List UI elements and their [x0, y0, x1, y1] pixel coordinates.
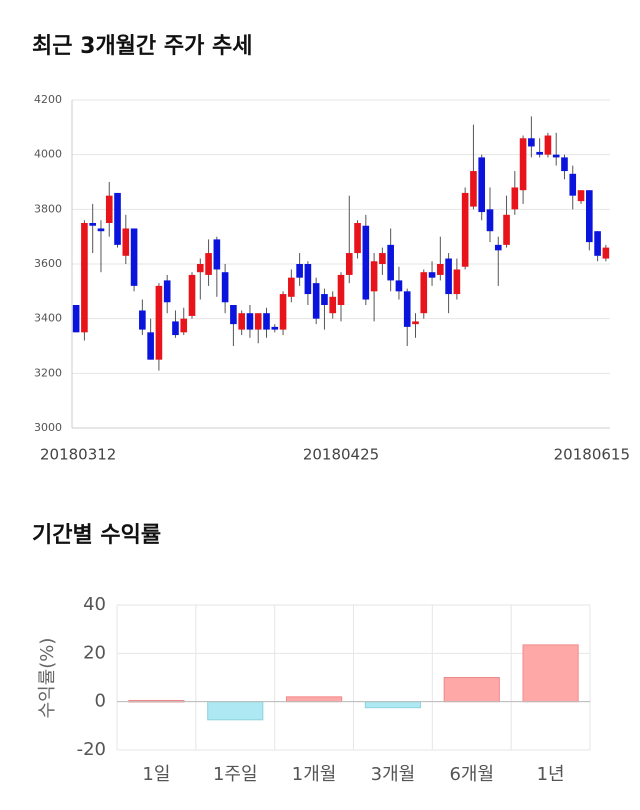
candle-body: [139, 310, 146, 330]
candle-body: [263, 313, 270, 330]
candle-body: [387, 244, 394, 281]
y-tick-label: 3000: [34, 421, 62, 434]
candle-body: [238, 313, 245, 330]
y-tick-label: 3200: [34, 366, 62, 379]
x-tick-label: 1년: [537, 764, 565, 785]
candle-body: [511, 187, 519, 210]
candle-body: [437, 264, 444, 275]
candle-body: [395, 280, 403, 292]
candle-body: [196, 264, 204, 273]
candle-body: [180, 318, 188, 333]
candle-body: [122, 228, 130, 256]
bar: [285, 696, 343, 703]
candle-body: [486, 209, 494, 232]
x-tick-label: 1일: [142, 764, 170, 785]
candle-body: [81, 223, 88, 333]
x-tick-label: 6개월: [449, 764, 494, 785]
y-tick-label: -20: [77, 739, 106, 760]
candle-body: [163, 280, 171, 303]
x-tick-label: 1주일: [213, 764, 258, 785]
candle-body: [105, 195, 113, 223]
candle-body: [114, 192, 121, 245]
candle-body: [453, 269, 461, 295]
candle-body: [503, 214, 510, 245]
candle-body: [296, 264, 303, 278]
candle-body: [585, 190, 593, 243]
candle-body: [544, 135, 552, 155]
candle-body: [271, 326, 279, 330]
candle-body: [354, 223, 361, 254]
candle-body: [205, 253, 212, 275]
candle-body: [461, 192, 469, 267]
bar: [364, 701, 422, 709]
candle-body: [379, 253, 386, 264]
candle-body: [337, 274, 345, 305]
candle-body: [403, 291, 411, 327]
chart-title: 최근 3개월간 주가 추세: [32, 34, 252, 59]
candle-body: [602, 247, 610, 259]
candle-body: [254, 313, 262, 330]
candle-body: [569, 173, 577, 196]
candle-body: [97, 228, 105, 232]
candle-body: [519, 138, 527, 191]
chart-title: 기간별 수익률: [32, 523, 161, 548]
candle-body: [329, 296, 337, 314]
candle-body: [213, 239, 221, 270]
candle-body: [72, 305, 80, 333]
candle-body: [147, 332, 154, 360]
candle-body: [188, 274, 196, 316]
candle-body: [420, 272, 428, 314]
candle-body: [321, 294, 328, 305]
candle-body: [528, 138, 535, 147]
y-tick-label: 20: [83, 642, 106, 663]
y-tick-label: 4000: [34, 148, 62, 161]
y-tick-label: 0: [95, 691, 106, 712]
candle-body: [577, 190, 585, 202]
candle-body: [370, 261, 378, 292]
x-tick-label: 20180312: [40, 446, 116, 464]
candle-body: [279, 294, 287, 330]
candle-body: [561, 157, 568, 172]
candle-body: [230, 305, 237, 325]
candle-body: [155, 285, 163, 360]
candle-body: [221, 272, 229, 303]
candle-body: [130, 228, 138, 286]
candle-body: [478, 157, 486, 213]
x-tick-label: 20180425: [303, 446, 379, 464]
candle-body: [428, 272, 436, 278]
x-tick-label: 1개월: [292, 764, 337, 785]
bar: [522, 644, 579, 703]
y-tick-label: 3600: [34, 257, 62, 270]
candle-body: [246, 313, 254, 330]
y-tick-label: 40: [83, 594, 106, 615]
candle-body: [345, 253, 353, 275]
x-tick-label: 20180615: [554, 446, 630, 464]
candle-body: [536, 151, 543, 155]
candle-body: [304, 264, 312, 295]
candle-body: [312, 283, 320, 319]
candle-body: [89, 223, 97, 226]
y-axis-label: 수익률(%): [37, 638, 58, 719]
candle-body: [445, 258, 452, 295]
candle-body: [494, 244, 502, 251]
candle-body: [288, 277, 295, 297]
y-tick-label: 3800: [34, 202, 62, 215]
candle-body: [470, 171, 477, 207]
candle-body: [552, 154, 560, 158]
y-tick-label: 4200: [34, 93, 62, 106]
candle-body: [594, 231, 601, 256]
bar: [443, 677, 500, 703]
candle-body: [412, 321, 419, 325]
candle-body: [172, 321, 179, 336]
y-tick-label: 3400: [34, 312, 62, 325]
x-tick-label: 3개월: [371, 764, 416, 785]
candle-body: [362, 225, 370, 300]
bar: [207, 701, 264, 721]
